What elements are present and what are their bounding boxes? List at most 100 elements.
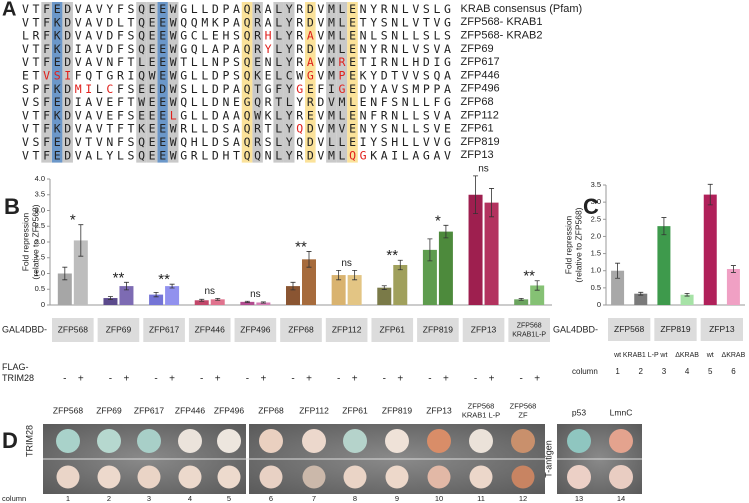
bar xyxy=(514,299,529,305)
category-box xyxy=(462,318,505,342)
y-tick-label: 1.0 xyxy=(591,266,601,275)
column-header: ZFP69 xyxy=(96,405,122,415)
bar xyxy=(484,202,499,305)
column-label: column xyxy=(2,494,26,503)
category-box xyxy=(143,318,185,342)
column-header: ZFP61 xyxy=(342,405,368,415)
significance: ** xyxy=(158,271,170,288)
panel-letter: A xyxy=(2,0,16,20)
colony xyxy=(56,465,80,489)
sequence-label: ZFP61 xyxy=(461,123,494,135)
column-header: ZFP68 xyxy=(258,405,284,415)
colony xyxy=(511,429,535,453)
y-tick-label: 2.0 xyxy=(35,237,45,246)
error-bar xyxy=(169,283,175,289)
bar xyxy=(393,264,408,305)
bar xyxy=(210,299,225,305)
column-number: 5 xyxy=(708,367,713,376)
y-tick-label: 1.5 xyxy=(591,249,601,258)
panel-letter: D xyxy=(2,428,18,453)
x-tick-label: wt xyxy=(659,352,667,359)
significance: ** xyxy=(295,238,307,255)
error-bar xyxy=(381,285,387,290)
x-tick-label: ZFP446 xyxy=(195,324,226,334)
column-header: ZFP112 xyxy=(299,405,329,415)
column-number: 12 xyxy=(519,494,527,503)
series-sign: + xyxy=(397,374,403,385)
bar xyxy=(703,194,717,305)
colony xyxy=(385,429,409,453)
colony xyxy=(178,429,202,453)
row-label: GAL4DBD- xyxy=(2,324,47,334)
significance: * xyxy=(70,212,76,229)
x-tick-label: wt xyxy=(706,352,714,359)
series-sign: + xyxy=(534,374,540,385)
bar xyxy=(119,286,134,305)
series-sign: - xyxy=(474,374,477,385)
y-tick-label: 2.5 xyxy=(35,221,45,230)
series-sign: - xyxy=(200,374,203,385)
column-number: 4 xyxy=(685,367,690,376)
error-bar xyxy=(107,296,113,301)
significance: ns xyxy=(341,258,352,269)
series-sign: - xyxy=(246,374,249,385)
category-box xyxy=(280,318,322,342)
colony xyxy=(56,429,80,453)
colony xyxy=(178,465,202,489)
series-sign: + xyxy=(352,374,358,385)
column-highlight xyxy=(273,2,284,163)
column-highlight xyxy=(62,2,73,163)
column-highlight xyxy=(241,2,253,163)
sequence-label: ZFP617 xyxy=(461,56,500,68)
error-bar xyxy=(260,301,266,304)
error-bar xyxy=(661,217,667,236)
sequence-label: ZFP68 xyxy=(461,96,494,108)
x-tick-label: KRAB1 L-P xyxy=(623,352,659,359)
sequence-label: ZFP13 xyxy=(461,149,494,161)
series-sign: - xyxy=(291,374,294,385)
series-sign: + xyxy=(124,374,130,385)
y-tick-label: 0 xyxy=(597,300,601,309)
series-sign: - xyxy=(109,374,112,385)
category-box xyxy=(52,318,94,342)
colony xyxy=(469,465,493,489)
category-box xyxy=(608,318,651,341)
column-header: ZFP446 xyxy=(175,405,206,415)
colony xyxy=(217,429,241,453)
colony xyxy=(511,465,535,489)
bar xyxy=(377,287,392,305)
row-label: T-antigen xyxy=(543,440,553,478)
bar xyxy=(468,194,483,305)
row-label: GAL4DBD- xyxy=(553,324,598,334)
series-sign: + xyxy=(78,374,84,385)
column-header: LmnC xyxy=(610,407,633,417)
bar xyxy=(286,286,300,305)
significance: ** xyxy=(113,269,125,286)
sequence-label: ZFP112 xyxy=(461,109,499,121)
x-tick-label: ZFP568 xyxy=(58,324,89,334)
series-sign: + xyxy=(306,374,312,385)
bar xyxy=(530,285,545,305)
series-sign: + xyxy=(169,374,175,385)
bar xyxy=(680,294,694,305)
series-sign: - xyxy=(428,374,431,385)
column-number: 6 xyxy=(269,494,273,503)
column-number: 11 xyxy=(477,494,485,503)
colony xyxy=(97,465,121,489)
significance: ** xyxy=(386,247,398,264)
column-highlight xyxy=(347,2,358,163)
row-label: FLAG- xyxy=(2,362,29,372)
column-number: 9 xyxy=(395,494,399,503)
error-bar xyxy=(62,266,68,281)
colony xyxy=(97,429,121,453)
column-header: p53 xyxy=(572,407,586,417)
colony xyxy=(609,429,633,453)
sequence-label: ZFP496 xyxy=(461,83,500,95)
column-highlight xyxy=(305,2,316,163)
x-tick-label: ΔKRAB xyxy=(722,352,746,359)
